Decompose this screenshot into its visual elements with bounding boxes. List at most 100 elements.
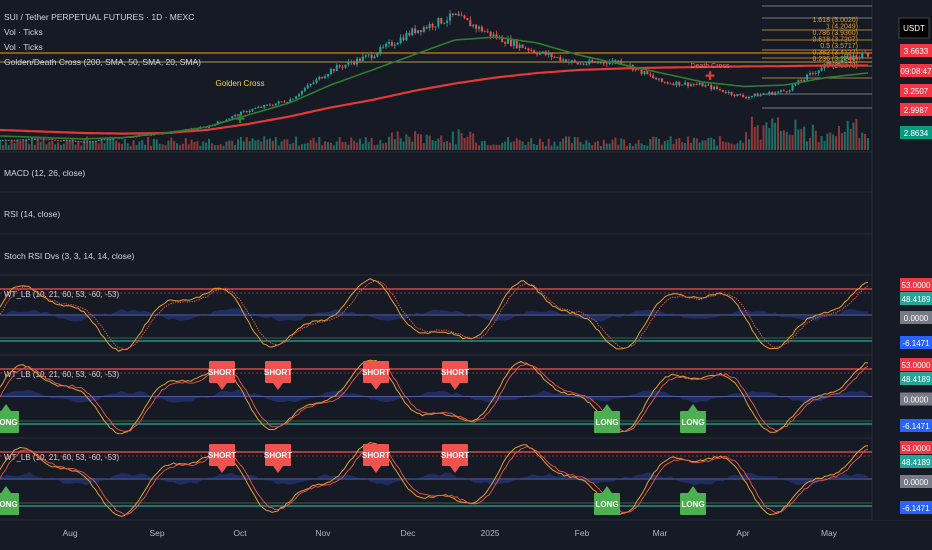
short-signal[interactable] [209,444,235,466]
volume-bar [321,145,324,150]
candle-body [39,138,42,140]
candle-body [295,96,298,99]
long-signal[interactable] [680,411,706,433]
volume-bar [402,141,405,150]
long-signal[interactable] [0,493,19,515]
long-signal[interactable] [594,493,620,515]
candle-body [428,23,431,29]
volume-bar [533,143,536,150]
price-badge-label: 2.8634 [904,129,929,138]
volume-bar [794,119,797,150]
volume-bar [434,140,437,150]
candle-body [806,74,809,80]
volume-bar [753,127,756,150]
volume-bar [199,145,202,150]
currency-button[interactable] [898,17,930,39]
wt1-line[interactable] [0,441,869,517]
volume-bar [779,131,782,150]
volume-bar [13,143,16,150]
short-signal[interactable] [363,444,389,466]
candle-body [530,50,533,52]
golden-cross-marker[interactable]: ✚ [235,112,245,126]
candle-body [94,140,97,142]
wt1-line[interactable] [0,359,868,435]
price-badge-label: 2.9987 [904,106,929,115]
candle-body [0,140,1,142]
short-signal[interactable] [265,361,291,383]
wt2-line[interactable] [0,280,869,351]
candle-body [25,139,28,141]
candle-body [556,57,559,58]
candle-body [553,57,556,58]
short-signal-label: SHORT [264,368,292,377]
candle-body [327,74,330,77]
wt2-line[interactable] [0,443,869,515]
candle-body [251,108,254,111]
volume-bar [541,142,544,150]
candle-body [19,139,22,141]
long-signal[interactable] [594,411,620,433]
candle-body [858,57,861,59]
sma-200-line[interactable] [0,64,868,135]
volume-bar [718,136,721,150]
short-signal[interactable] [442,444,468,466]
candle-body [814,73,817,75]
volume-bar [48,141,51,150]
price-candles[interactable] [0,10,869,143]
volume-bar [347,144,350,150]
volume-bar [713,139,716,150]
death-cross-marker[interactable]: ✚ [705,69,715,83]
volume-bar [797,129,800,150]
short-signal[interactable] [265,444,291,466]
short-signal[interactable] [209,361,235,383]
candle-body [129,137,132,139]
wt-value-label: -6.1471 [902,422,930,431]
volume-bar [74,144,77,150]
candle-body [263,105,266,108]
volume-bar [283,139,286,150]
time-axis-label: Apr [736,528,749,538]
candle-body [80,141,83,143]
wt-value-badge [900,475,932,488]
candle-body [321,76,324,79]
candle-body [602,62,605,64]
volume-bar [112,138,115,150]
candle-body [30,138,33,140]
short-signal[interactable] [442,361,468,383]
candle-body [559,57,562,61]
long-signal-pointer [602,404,612,411]
candle-body [373,56,376,59]
volume-bar [704,140,707,150]
volume-bar [4,141,7,150]
wt2-line[interactable] [0,360,869,433]
fib-retracement[interactable] [762,5,872,109]
long-signal[interactable] [0,411,19,433]
candle-body [315,79,318,83]
candle-body [422,27,425,32]
candle-body [417,30,420,34]
volume-bar [463,137,466,150]
price-badge [900,84,932,97]
volume-bar [97,143,100,150]
volume-bar [736,143,739,150]
volume-bar [425,134,428,150]
candle-body [237,114,240,116]
candle-body [419,30,422,32]
indicator-legend-0: Vol · Ticks [4,27,43,37]
volume-bar [774,122,777,150]
candle-body [289,99,292,103]
candle-body [640,68,643,75]
sma-50-line[interactable] [0,36,869,140]
volume-bar [588,142,591,150]
volume-bar [565,136,568,150]
candle-body [837,61,840,65]
volume-bar [826,133,829,150]
volume-bar [379,140,382,150]
candle-body [681,84,684,86]
volume-bar [472,133,475,150]
volume-bar [318,137,321,150]
short-signal[interactable] [363,361,389,383]
long-signal[interactable] [680,493,706,515]
